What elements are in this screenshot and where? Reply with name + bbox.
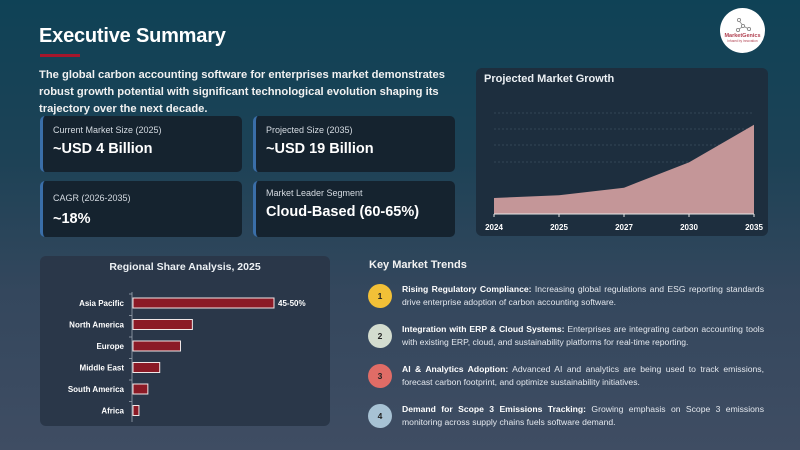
kpi-label: Market Leader Segment (266, 188, 363, 198)
logo-brand-name: MarketGenics (724, 33, 761, 39)
category-label: Europe (96, 342, 124, 351)
network-nodes-icon (735, 18, 751, 32)
trend-body: Advanced AI and analytics are being used… (402, 364, 764, 387)
kpi-card-projected-size: Projected Size (2035) ~USD 19 Billion (253, 116, 455, 172)
kpi-card-cagr: CAGR (2026-2035) ~18% (40, 181, 242, 237)
trend-text: AI & Analytics Adoption: Advanced AI and… (402, 363, 764, 388)
projected-growth-chart: Projected Market Growth 2024 2025 2027 2030… (476, 68, 768, 236)
page-title: Executive Summary (39, 25, 226, 47)
trend-body: Growing emphasis on Scope 3 emissions mo… (402, 404, 764, 427)
kpi-card-leader-segment: Market Leader Segment Cloud-Based (60-65… (253, 181, 455, 237)
trend-number-badge: 2 (368, 323, 392, 348)
regional-share-chart: Regional Share Analysis, 2025 Asia Pacif… (40, 256, 330, 426)
category-label: Middle East (80, 364, 125, 373)
trend-item: 2 Integration with ERP & Cloud Systems: … (368, 323, 764, 348)
trend-heading: AI & Analytics Adoption: (402, 364, 509, 374)
x-tick-label: 2025 (550, 223, 568, 232)
trend-body: Enterprises are integrating carbon accou… (402, 324, 764, 347)
kpi-label: CAGR (2026-2035) (53, 193, 131, 203)
trend-number-badge: 4 (368, 403, 392, 428)
bar (132, 297, 275, 309)
bar (132, 383, 149, 395)
trends-title: Key Market Trends (369, 259, 467, 271)
chart-title: Projected Market Growth (484, 73, 615, 85)
title-underline (40, 54, 80, 57)
trend-item: 3 AI & Analytics Adoption: Advanced AI a… (368, 363, 764, 388)
kpi-card-current-size: Current Market Size (2025) ~USD 4 Billio… (40, 116, 242, 172)
category-label: South America (68, 385, 125, 394)
bar (132, 319, 193, 330)
category-label: Asia Pacific (79, 299, 124, 308)
intro-text: The global carbon accounting software fo… (39, 69, 445, 115)
kpi-value: ~USD 19 Billion (266, 141, 374, 157)
trend-number-badge: 3 (368, 363, 392, 388)
trend-body: Increasing global regulations and ESG re… (402, 284, 764, 307)
brand-logo: MarketGenics Infused by Innovation (720, 8, 765, 53)
trend-text: Integration with ERP & Cloud Systems: En… (402, 323, 764, 348)
trend-number-badge: 1 (368, 283, 392, 308)
x-tick-label: 2024 (485, 223, 503, 232)
trend-text: Demand for Scope 3 Emissions Tracking: G… (402, 403, 764, 428)
trend-heading: Integration with ERP & Cloud Systems: (402, 324, 565, 334)
kpi-value: ~18% (53, 211, 91, 227)
bar-chart: Asia Pacific 45-50% North America Europe Mid… (68, 292, 306, 422)
data-label: 45-50% (278, 299, 306, 308)
trend-item: 1 Rising Regulatory Compliance: Increasi… (368, 283, 764, 308)
trend-item: 4 Demand for Scope 3 Emissions Tracking:… (368, 403, 764, 428)
x-tick-label: 2027 (615, 223, 633, 232)
category-label: North America (69, 321, 124, 330)
x-tick-label: 2030 (680, 223, 698, 232)
bar (132, 405, 140, 416)
chart-title: Regional Share Analysis, 2025 (109, 261, 261, 273)
bar (132, 362, 161, 373)
bar (132, 340, 181, 352)
logo-tagline: Infused by Innovation (727, 39, 758, 43)
trend-text: Rising Regulatory Compliance: Increasing… (402, 283, 764, 308)
kpi-label: Projected Size (2035) (266, 125, 353, 135)
trend-heading: Demand for Scope 3 Emissions Tracking: (402, 404, 587, 414)
kpi-value: Cloud-Based (60-65%) (266, 204, 420, 220)
trend-heading: Rising Regulatory Compliance: (402, 284, 532, 294)
kpi-label: Current Market Size (2025) (53, 125, 162, 135)
category-label: Africa (101, 407, 124, 416)
kpi-value: ~USD 4 Billion (53, 141, 153, 157)
area-chart: 2024 2025 2027 2030 2035 (485, 112, 763, 232)
x-tick-label: 2035 (745, 223, 763, 232)
